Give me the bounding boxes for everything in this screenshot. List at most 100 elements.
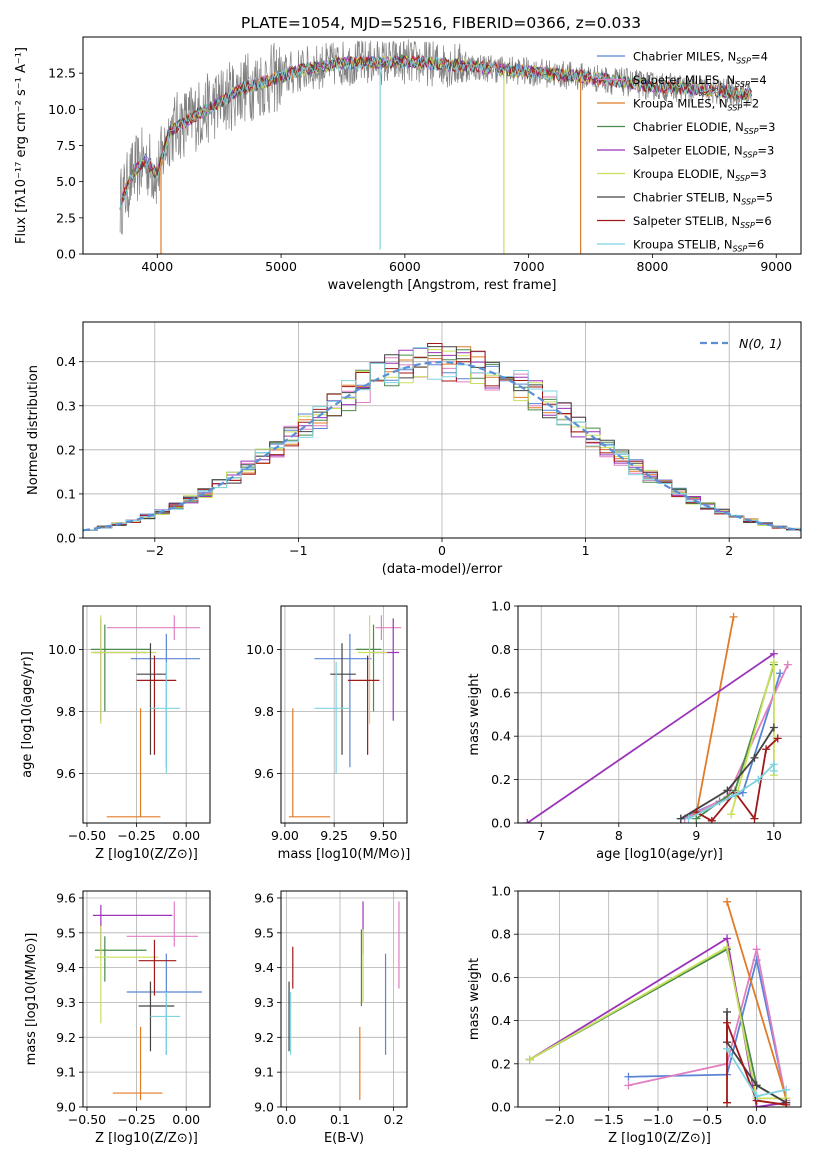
mass_weight_vs_age-frame	[517, 605, 802, 824]
x-tick-label: 9000	[760, 259, 792, 274]
x-tick-label: 0	[438, 543, 446, 558]
x-tick-label: 0.0	[747, 1112, 767, 1127]
residuals-frame	[82, 321, 802, 539]
mass_weight_vs_Z-ylabel: mass weight	[467, 958, 482, 1040]
point-kroupa-stelib	[314, 661, 350, 774]
point-chabrier-miles	[314, 633, 372, 768]
residuals-ylabel: Normed distribution	[26, 365, 41, 495]
legend-entry: Chabrier STELIB, NSSP=5	[633, 191, 773, 207]
point-salpeter-stelib	[138, 939, 177, 996]
x-tick-label: −0.25	[117, 828, 155, 843]
point-kroupa-miles	[288, 708, 331, 818]
age_vs_Z-plot-area	[83, 606, 210, 823]
y-tick-label: 0.4	[56, 354, 76, 369]
x-tick-label: 4000	[141, 259, 173, 274]
y-tick-label: 9.1	[254, 1065, 274, 1080]
y-tick-label: 0.6	[491, 685, 511, 700]
legend-entry: Chabrier MILES, NSSP=4	[633, 50, 768, 66]
y-tick-label: 0.8	[491, 642, 511, 657]
point-kroupa-elodie	[357, 615, 388, 724]
y-tick-label: 0.0	[56, 531, 76, 546]
marker-plus	[769, 649, 778, 658]
marker-plus	[754, 775, 763, 784]
y-tick-label: 9.4	[56, 960, 76, 975]
y-tick-label: 9.2	[56, 1030, 76, 1045]
x-tick-label: −2.0	[544, 1112, 574, 1127]
point-kroupa-stelib	[150, 661, 181, 774]
marker-plus	[783, 660, 792, 669]
y-tick-label: 0.3	[56, 398, 76, 413]
x-tick-label: 0.2	[384, 1112, 404, 1127]
point-salpeter-miles	[126, 901, 199, 947]
marker-plus	[769, 723, 778, 732]
y-tick-label: 9.8	[56, 704, 76, 719]
residuals-axes: −2 −1 0 1 2 0.0 0.1 0.2 0.3 0.4 (data-model)/error…	[26, 354, 733, 577]
x-tick-label: −2	[146, 543, 164, 558]
legend-entry: Salpeter STELIB, NSSP=6	[633, 214, 772, 230]
spectrum-frame	[82, 36, 802, 255]
line-kroupa-elodie	[529, 945, 787, 1100]
mass_vs_Z-frame	[82, 890, 211, 1108]
marker-plus	[731, 790, 740, 799]
y-tick-label: 0.1	[56, 486, 76, 501]
point-chabrier-miles	[126, 953, 203, 1055]
normal-curve	[83, 360, 801, 532]
marker-plus	[782, 1085, 791, 1094]
y-tick-label: 10.0	[246, 642, 274, 657]
legend-entry: Salpeter ELODIE, NSSP=3	[633, 144, 774, 160]
x-tick-label: 9	[692, 828, 700, 843]
point-kroupa-elodie	[94, 925, 159, 1024]
marker-plus	[750, 814, 759, 823]
y-tick-label: 5.0	[56, 174, 76, 189]
y-tick-label: 1.0	[491, 884, 511, 899]
line-kroupa-miles	[726, 901, 788, 1099]
point-chabrier-stelib	[136, 643, 167, 755]
point-salpeter-miles	[375, 615, 402, 641]
residuals-xlabel: (data-model)/error	[382, 562, 503, 577]
mass_weight_vs_Z-plot-area	[518, 891, 801, 1107]
mass_vs_ebv-axes: 0.0 0.1 0.2 9.0 9.1 9.2 9.3 9.4 9.5 9.6 E(B-V)	[254, 890, 403, 1146]
marker-plus	[523, 819, 532, 823]
y-tick-label: 9.5	[56, 925, 76, 940]
mass_vs_Z-ylabel: mass [log10(M/M⊙)]	[24, 933, 39, 1066]
marker-plus	[750, 753, 759, 762]
y-tick-label: 7.5	[56, 138, 76, 153]
y-tick-label: 9.6	[56, 890, 76, 905]
marker-plus	[762, 745, 771, 754]
y-tick-label: 0.0	[491, 1100, 511, 1115]
y-tick-label: 10.0	[48, 642, 76, 657]
y-tick-label: 12.5	[48, 66, 76, 81]
x-tick-label: 0.0	[276, 1112, 296, 1127]
x-tick-label: 8000	[637, 259, 669, 274]
residuals-plot-area	[83, 322, 801, 538]
marker-plus	[776, 669, 785, 678]
age_vs_mass-plot-area	[281, 606, 407, 823]
marker-plus	[723, 1007, 732, 1016]
x-tick-label: 5000	[265, 259, 297, 274]
point-salpeter-miles	[106, 615, 201, 641]
x-tick-label: −1.5	[594, 1112, 624, 1127]
marker-plus	[769, 766, 778, 775]
marker-plus	[752, 945, 761, 954]
mass_weight_vs_Z-axes: −2.0 −1.5 −1.0 −0.5 0.0 0.0 0.2 0.4 0.6 0.8 1.0 Z […	[467, 884, 767, 1147]
age_vs_mass-frame	[280, 605, 408, 824]
point-chabrier-stelib	[330, 643, 356, 755]
age_vs_Z-frame	[82, 605, 211, 824]
marker-plus	[723, 1098, 732, 1107]
marker-plus	[752, 1081, 761, 1090]
marker-plus	[769, 658, 778, 667]
mass_vs_ebv-xlabel: E(B-V)	[324, 1131, 364, 1146]
marker-plus	[752, 1092, 761, 1101]
spectrum-ylabel: Flux [fλ10⁻¹⁷ erg cm⁻² s⁻¹ A⁻¹]	[14, 47, 29, 244]
y-tick-label: 9.3	[254, 995, 274, 1010]
legend-entry: N(0, 1)	[739, 336, 782, 351]
marker-plus	[624, 1081, 633, 1090]
legend-entry: Salpeter MILES, NSSP=4	[633, 73, 767, 89]
x-tick-label: −0.50	[68, 828, 106, 843]
legend-entry: Kroupa ELODIE, NSSP=3	[633, 167, 767, 183]
residuals-legend: N(0, 1)	[700, 336, 782, 351]
line-salpeter-miles	[628, 949, 788, 1101]
spectrum-plot-area	[119, 39, 752, 254]
mass_weight_vs_age-axes: 7 8 9 10 0.0 0.2 0.4 0.6 0.8 1.0 age [log10(age/yr…	[467, 599, 782, 863]
spectrum-legend: Chabrier MILES, NSSP=4 Salpeter MILES, NS…	[597, 50, 775, 254]
